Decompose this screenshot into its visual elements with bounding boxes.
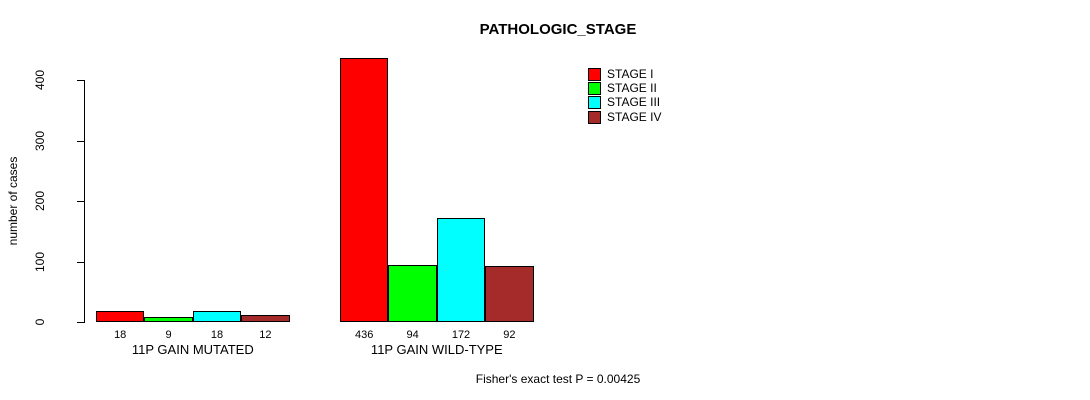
legend-label: STAGE II — [607, 81, 657, 96]
y-axis-tick — [77, 322, 84, 323]
legend-item: STAGE III — [588, 96, 661, 110]
bar-value-label: 12 — [259, 329, 272, 341]
y-axis-tick — [77, 261, 84, 263]
chart-title: PATHOLOGIC_STAGE — [479, 21, 637, 38]
y-axis-tick-label: 200 — [33, 190, 47, 212]
bar-value-label: 172 — [451, 329, 471, 341]
bar-value-label: 18 — [114, 329, 127, 341]
legend-label: STAGE I — [607, 66, 654, 81]
y-axis-tick — [77, 201, 84, 202]
bar-stage-iv — [241, 314, 290, 322]
y-axis-tick — [77, 140, 84, 142]
bar-stage-iii — [192, 311, 242, 322]
bar-value-label: 9 — [165, 329, 172, 341]
legend-swatch — [588, 67, 601, 81]
fisher-test-annotation: Fisher's exact test P = 0.00425 — [475, 372, 641, 386]
legend-label: STAGE III — [607, 95, 661, 110]
bar-value-label: 94 — [406, 329, 419, 341]
legend-swatch — [588, 96, 601, 110]
legend: STAGE I STAGE II STAGE III STAGE IV — [588, 67, 661, 125]
bar-stage-ii — [388, 265, 437, 322]
legend-swatch — [588, 110, 601, 124]
y-axis-tick — [77, 80, 84, 81]
y-axis-line — [84, 80, 85, 323]
y-axis-tick-label: 0 — [33, 318, 47, 326]
y-axis-tick-label: 300 — [33, 130, 47, 151]
legend-swatch — [588, 82, 601, 96]
bar-stage-i — [340, 58, 389, 322]
bar-stage-ii — [144, 316, 193, 322]
bar-stage-iii — [436, 217, 486, 322]
bar-value-label: 92 — [503, 329, 516, 341]
legend-item: STAGE I — [588, 67, 661, 81]
y-axis-tick-label: 100 — [33, 251, 47, 272]
y-axis-tick-label: 400 — [33, 69, 47, 91]
bar-value-label: 436 — [355, 329, 374, 341]
bar-stage-i — [96, 311, 145, 322]
category-label: 11P GAIN MUTATED — [131, 342, 254, 357]
category-label: 11P GAIN WILD-TYPE — [370, 342, 503, 357]
bar-stage-iv — [485, 266, 534, 322]
legend-item: STAGE IV — [588, 110, 661, 124]
y-axis-title: number of cases — [6, 156, 20, 246]
bar-value-label: 18 — [210, 329, 224, 341]
legend-item: STAGE II — [588, 81, 661, 96]
legend-label: STAGE IV — [607, 109, 662, 124]
